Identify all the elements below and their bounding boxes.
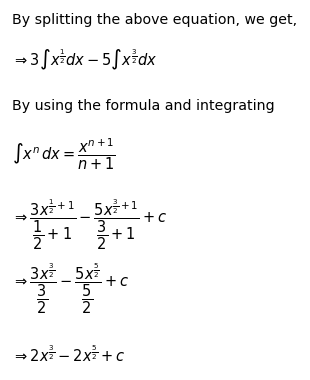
Text: $\Rightarrow 2x^{\frac{3}{2}} - 2x^{\frac{5}{2}} + c$: $\Rightarrow 2x^{\frac{3}{2}} - 2x^{\fra… (12, 344, 126, 365)
Text: $\Rightarrow 3\int x^{\frac{1}{2}}dx - 5\int x^{\frac{3}{2}}dx$: $\Rightarrow 3\int x^{\frac{1}{2}}dx - 5… (12, 48, 158, 73)
Text: By using the formula and integrating: By using the formula and integrating (12, 99, 275, 113)
Text: $\Rightarrow \dfrac{3x^{\frac{3}{2}}}{\dfrac{3}{2}} - \dfrac{5x^{\frac{5}{2}}}{\: $\Rightarrow \dfrac{3x^{\frac{3}{2}}}{\d… (12, 262, 130, 316)
Text: By splitting the above equation, we get,: By splitting the above equation, we get, (12, 13, 298, 27)
Text: $\Rightarrow \dfrac{3x^{\frac{1}{2}+1}}{\dfrac{1}{2}+1} - \dfrac{5x^{\frac{3}{2}: $\Rightarrow \dfrac{3x^{\frac{1}{2}+1}}{… (12, 198, 168, 252)
Text: $\int x^{n}\,dx = \dfrac{x^{n+1}}{n+1}$: $\int x^{n}\,dx = \dfrac{x^{n+1}}{n+1}$ (12, 137, 116, 172)
